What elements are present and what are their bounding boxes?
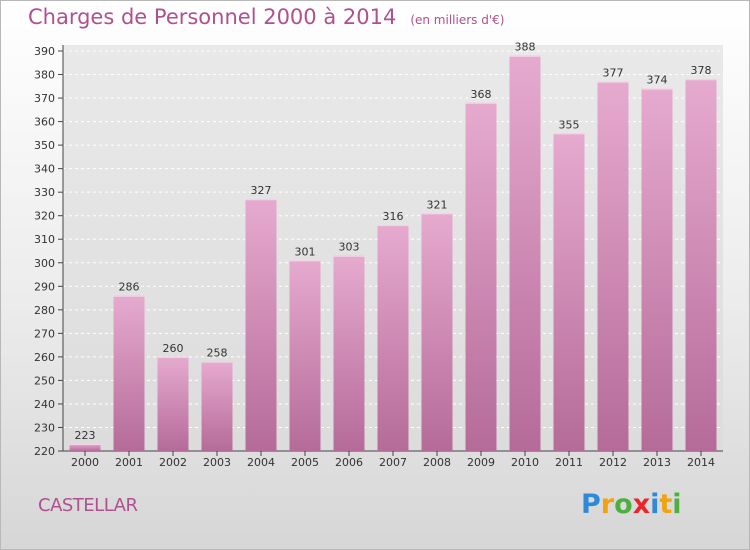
- y-tick-label: 390: [34, 45, 55, 58]
- y-tick-label: 230: [34, 421, 55, 434]
- bar: [421, 213, 453, 451]
- bar: [69, 443, 101, 451]
- y-tick-label: 260: [34, 351, 55, 364]
- data-label: 258: [207, 347, 228, 360]
- bar: [597, 81, 629, 452]
- x-tick-label: 2014: [687, 456, 715, 469]
- data-label: 286: [119, 281, 140, 294]
- x-tick-label: 2006: [335, 456, 363, 469]
- bar: [201, 361, 233, 451]
- y-tick-label: 310: [34, 233, 55, 246]
- commune-name: CASTELLAR: [38, 495, 138, 516]
- chart-title: Charges de Personnel 2000 à 2014 (en mill…: [28, 5, 504, 29]
- chart-subtitle: (en milliers d'€): [410, 13, 505, 27]
- data-label: 378: [691, 64, 712, 77]
- x-tick-label: 2001: [115, 456, 143, 469]
- data-label: 374: [647, 74, 668, 87]
- x-tick-label: 2009: [467, 456, 495, 469]
- bar: [641, 88, 673, 451]
- logo-letter: i: [650, 489, 660, 520]
- y-tick-label: 220: [34, 445, 55, 458]
- bar: [509, 55, 541, 452]
- y-tick-label: 290: [34, 280, 55, 293]
- data-label: 321: [427, 198, 448, 211]
- bar: [157, 356, 189, 451]
- y-tick-label: 280: [34, 304, 55, 317]
- y-tick-label: 250: [34, 374, 55, 387]
- x-tick-label: 2003: [203, 456, 231, 469]
- y-tick-label: 350: [34, 139, 55, 152]
- y-tick-label: 360: [34, 116, 55, 129]
- logo-letter: i: [672, 489, 682, 520]
- logo-letter: P: [581, 489, 601, 520]
- logo-letter: t: [659, 489, 673, 520]
- chart-title-text: Charges de Personnel 2000 à 2014: [28, 5, 397, 29]
- data-label: 388: [515, 41, 536, 54]
- data-label: 368: [471, 88, 492, 101]
- x-tick-label: 2012: [599, 456, 627, 469]
- logo-letter: r: [600, 489, 615, 520]
- bar: [553, 133, 585, 451]
- x-tick-label: 2010: [511, 456, 539, 469]
- x-tick-label: 2013: [643, 456, 671, 469]
- x-tick-label: 2002: [159, 456, 187, 469]
- y-tick-label: 320: [34, 210, 55, 223]
- y-tick-label: 240: [34, 398, 55, 411]
- bar: [245, 199, 277, 451]
- proxiti-logo: Proxiti: [581, 489, 682, 520]
- x-tick-label: 2011: [555, 456, 583, 469]
- x-tick-label: 2008: [423, 456, 451, 469]
- data-label: 223: [75, 429, 96, 442]
- bar: [465, 102, 497, 451]
- x-tick-label: 2000: [71, 456, 99, 469]
- y-tick-label: 300: [34, 257, 55, 270]
- data-label: 355: [559, 118, 580, 131]
- bar: [333, 255, 365, 451]
- logo-letter: o: [614, 489, 633, 520]
- y-tick-label: 340: [34, 163, 55, 176]
- data-label: 327: [251, 184, 272, 197]
- bar: [685, 79, 717, 451]
- data-label: 377: [603, 67, 624, 80]
- x-tick-label: 2005: [291, 456, 319, 469]
- bar: [377, 225, 409, 451]
- bar: [289, 260, 321, 451]
- y-tick-label: 330: [34, 186, 55, 199]
- data-label: 260: [163, 342, 184, 355]
- y-tick-label: 380: [34, 69, 55, 82]
- data-label: 303: [339, 241, 360, 254]
- logo-letter: x: [632, 489, 651, 520]
- bar: [113, 295, 145, 451]
- x-tick-label: 2007: [379, 456, 407, 469]
- y-tick-label: 270: [34, 327, 55, 340]
- data-label: 301: [295, 245, 316, 258]
- x-tick-label: 2004: [247, 456, 275, 469]
- y-tick-label: 370: [34, 92, 55, 105]
- data-label: 316: [383, 210, 404, 223]
